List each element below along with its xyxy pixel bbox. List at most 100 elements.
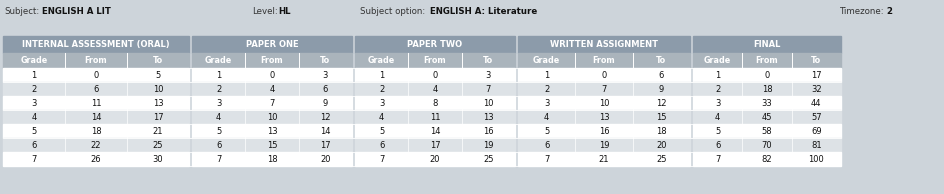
- Text: 6: 6: [544, 140, 549, 150]
- Bar: [3, 36, 189, 53]
- Text: 70: 70: [762, 140, 772, 150]
- Text: 32: 32: [811, 85, 821, 94]
- Bar: [192, 152, 352, 166]
- Text: From: From: [424, 56, 447, 65]
- Text: 45: 45: [762, 113, 772, 121]
- Text: 6: 6: [216, 140, 221, 150]
- Text: 4: 4: [216, 113, 221, 121]
- Bar: [3, 53, 189, 68]
- Text: 21: 21: [598, 154, 609, 164]
- Text: 2: 2: [715, 85, 720, 94]
- Text: 7: 7: [715, 154, 720, 164]
- Text: 3: 3: [31, 99, 37, 107]
- Text: 0: 0: [432, 70, 438, 80]
- Text: 6: 6: [93, 85, 99, 94]
- Text: 6: 6: [379, 140, 384, 150]
- Text: 22: 22: [91, 140, 101, 150]
- Text: To: To: [811, 56, 821, 65]
- Bar: [518, 110, 690, 124]
- Text: 0: 0: [93, 70, 98, 80]
- Text: Grade: Grade: [205, 56, 232, 65]
- Bar: [192, 36, 352, 53]
- Text: 81: 81: [811, 140, 821, 150]
- Text: 7: 7: [379, 154, 384, 164]
- Text: 5: 5: [715, 126, 720, 135]
- Text: Grade: Grade: [368, 56, 396, 65]
- Text: 13: 13: [483, 113, 494, 121]
- Bar: [693, 124, 841, 138]
- Text: From: From: [85, 56, 108, 65]
- Text: 4: 4: [715, 113, 720, 121]
- Text: FINAL: FINAL: [753, 40, 781, 49]
- Text: 5: 5: [216, 126, 221, 135]
- Text: 16: 16: [483, 126, 494, 135]
- Text: 15: 15: [656, 113, 666, 121]
- Bar: [693, 53, 841, 68]
- Text: 12: 12: [320, 113, 330, 121]
- Text: 19: 19: [598, 140, 609, 150]
- Text: Grade: Grade: [21, 56, 47, 65]
- Text: 2: 2: [886, 8, 892, 16]
- Text: 17: 17: [320, 140, 330, 150]
- Text: Timezone:: Timezone:: [840, 8, 885, 16]
- Text: 25: 25: [153, 140, 163, 150]
- Text: 0: 0: [765, 70, 769, 80]
- Text: 13: 13: [598, 113, 609, 121]
- Text: 7: 7: [601, 85, 607, 94]
- Bar: [518, 124, 690, 138]
- Text: 3: 3: [379, 99, 384, 107]
- Bar: [3, 68, 189, 82]
- Text: 1: 1: [544, 70, 549, 80]
- Text: 6: 6: [31, 140, 37, 150]
- Text: 82: 82: [762, 154, 772, 164]
- Text: 25: 25: [656, 154, 666, 164]
- Text: 19: 19: [483, 140, 494, 150]
- Bar: [693, 82, 841, 96]
- Text: 18: 18: [762, 85, 772, 94]
- Bar: [3, 124, 189, 138]
- Text: 57: 57: [811, 113, 821, 121]
- Bar: [693, 152, 841, 166]
- Text: 44: 44: [811, 99, 821, 107]
- Text: Subject:: Subject:: [4, 8, 40, 16]
- Text: 1: 1: [715, 70, 720, 80]
- Text: 1: 1: [31, 70, 37, 80]
- Text: 25: 25: [483, 154, 494, 164]
- Text: 69: 69: [811, 126, 821, 135]
- Text: 3: 3: [715, 99, 720, 107]
- Text: 9: 9: [323, 99, 328, 107]
- Text: 6: 6: [323, 85, 328, 94]
- Text: PAPER TWO: PAPER TWO: [408, 40, 463, 49]
- Bar: [518, 68, 690, 82]
- Text: From: From: [593, 56, 615, 65]
- Text: 6: 6: [659, 70, 664, 80]
- Bar: [355, 96, 515, 110]
- Text: 11: 11: [430, 113, 440, 121]
- Bar: [192, 124, 352, 138]
- Text: 100: 100: [808, 154, 824, 164]
- Text: 58: 58: [762, 126, 772, 135]
- Text: 2: 2: [379, 85, 384, 94]
- Bar: [3, 138, 189, 152]
- Text: 0: 0: [601, 70, 607, 80]
- Bar: [518, 82, 690, 96]
- Text: 17: 17: [430, 140, 440, 150]
- Text: 10: 10: [153, 85, 163, 94]
- Text: 20: 20: [656, 140, 666, 150]
- Text: 13: 13: [153, 99, 163, 107]
- Bar: [355, 36, 515, 53]
- Text: 18: 18: [91, 126, 101, 135]
- Text: 3: 3: [216, 99, 221, 107]
- Text: 11: 11: [91, 99, 101, 107]
- Text: 9: 9: [659, 85, 664, 94]
- Text: 1: 1: [216, 70, 221, 80]
- Text: 20: 20: [320, 154, 330, 164]
- Bar: [192, 53, 352, 68]
- Bar: [3, 110, 189, 124]
- Text: 30: 30: [153, 154, 163, 164]
- Text: 14: 14: [430, 126, 440, 135]
- Text: INTERNAL ASSESSMENT (ORAL): INTERNAL ASSESSMENT (ORAL): [23, 40, 170, 49]
- Text: HL: HL: [278, 8, 291, 16]
- Bar: [3, 96, 189, 110]
- Text: 5: 5: [156, 70, 160, 80]
